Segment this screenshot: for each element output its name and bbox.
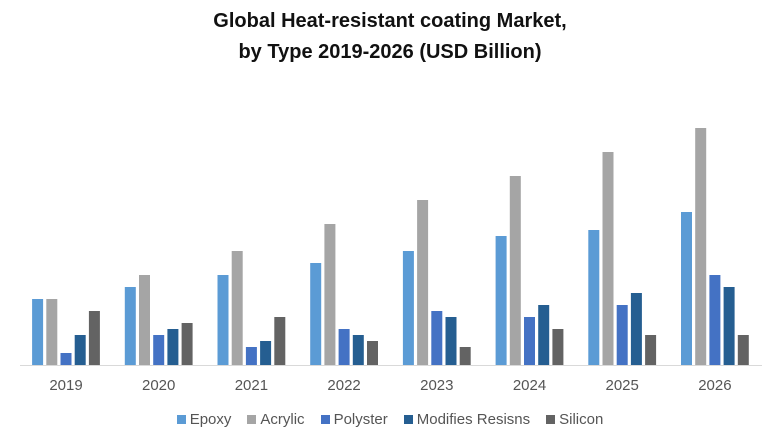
bar-silicon-2020 (181, 323, 193, 365)
bar-polyster-2022 (338, 329, 350, 365)
bar-silicon-2022 (367, 341, 378, 365)
bar-acrylic-2025 (602, 152, 614, 365)
bar-epoxy-2019 (32, 299, 44, 365)
legend-swatch (546, 415, 556, 424)
legend-item: Acrylic (247, 411, 305, 428)
legend-swatch (176, 415, 186, 424)
bar-acrylic-2022 (324, 224, 336, 365)
bar-modifies-resisns-2026 (723, 287, 735, 365)
x-tick-label: 2021 (235, 377, 268, 394)
bar-polyster-2024 (524, 317, 535, 365)
bar-acrylic-2024 (509, 176, 521, 365)
bar-epoxy-2026 (681, 212, 692, 365)
bar-modifies-resisns-2021 (260, 341, 272, 365)
bar-acrylic-2020 (139, 275, 150, 365)
legend-item: Modifies Resisns (403, 411, 531, 428)
bar-modifies-resisns-2023 (445, 317, 457, 365)
bar-acrylic-2023 (417, 200, 429, 365)
bar-epoxy-2025 (588, 230, 600, 365)
legend-swatch (247, 415, 257, 424)
legend-swatch (403, 415, 413, 424)
bar-silicon-2024 (552, 329, 564, 365)
legend-swatch (320, 415, 330, 424)
x-tick-label: 2024 (513, 377, 546, 394)
bar-polyster-2020 (153, 335, 165, 365)
bar-acrylic-2019 (46, 299, 58, 365)
bar-epoxy-2021 (217, 275, 229, 365)
bar-silicon-2019 (88, 311, 100, 365)
legend-label: Silicon (559, 411, 604, 428)
legend-label: Modifies Resisns (416, 411, 531, 428)
x-tick-label: 2019 (49, 377, 82, 394)
bar-modifies-resisns-2022 (352, 335, 364, 365)
chart-subtitle: by Type 2019-2026 (USD Billion) (238, 41, 542, 63)
bar-silicon-2025 (645, 335, 657, 365)
bar-modifies-resisns-2025 (630, 293, 642, 365)
bar-acrylic-2026 (695, 128, 707, 365)
bar-polyster-2023 (431, 311, 443, 365)
x-tick-label: 2025 (606, 377, 639, 394)
bar-epoxy-2022 (310, 263, 322, 365)
x-tick-label: 2023 (420, 377, 453, 394)
bar-epoxy-2024 (495, 236, 507, 365)
bar-silicon-2021 (274, 317, 286, 365)
chart-title: Global Heat-resistant coating Market, (213, 10, 567, 32)
legend-label: Acrylic (260, 411, 305, 428)
bar-polyster-2019 (60, 353, 72, 365)
bar-silicon-2026 (737, 335, 749, 365)
legend-label: Polyster (333, 411, 388, 428)
bar-epoxy-2020 (124, 287, 136, 365)
x-tick-label: 2026 (698, 377, 731, 394)
bar-polyster-2025 (616, 305, 628, 365)
legend-item: Polyster (320, 411, 388, 428)
bar-silicon-2023 (459, 347, 471, 365)
bar-modifies-resisns-2019 (74, 335, 86, 365)
x-tick-label: 2022 (327, 377, 360, 394)
bar-epoxy-2023 (402, 251, 414, 365)
bar-modifies-resisns-2024 (538, 305, 550, 365)
bar-acrylic-2021 (231, 251, 243, 365)
legend-label: Epoxy (189, 411, 232, 428)
x-tick-label: 2020 (142, 377, 175, 394)
legend-item: Silicon (546, 411, 603, 428)
bar-polyster-2026 (709, 275, 721, 365)
legend: Epoxy Acrylic Polyster Modifies Resisns … (0, 411, 780, 428)
bar-modifies-resisns-2020 (167, 329, 179, 365)
legend-item: Epoxy (176, 411, 232, 428)
bar-polyster-2021 (245, 347, 257, 365)
